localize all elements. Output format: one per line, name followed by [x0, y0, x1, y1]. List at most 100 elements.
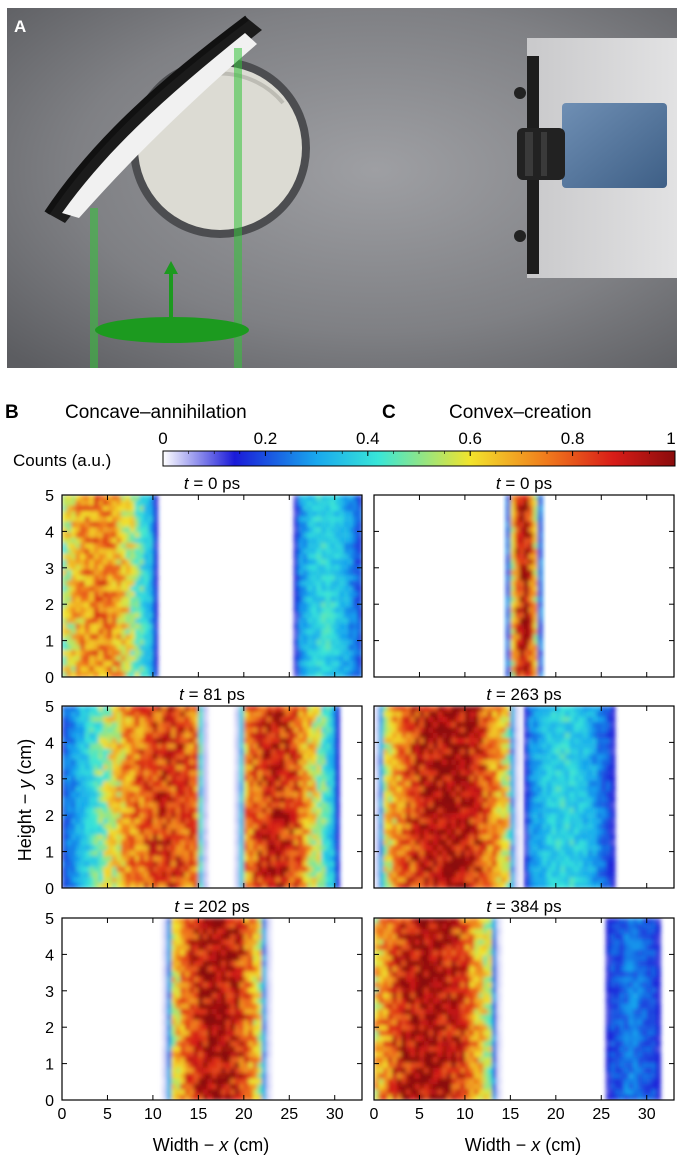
heatmap-cell	[460, 780, 466, 787]
heatmap-cell	[89, 775, 95, 782]
heatmap-cell	[528, 711, 534, 718]
heatmap-cell	[84, 532, 90, 539]
heatmap-cell	[143, 569, 149, 576]
heatmap-cell	[533, 511, 539, 518]
heatmap-cell	[80, 559, 86, 566]
heatmap-cell	[542, 786, 548, 793]
heatmap-cell	[80, 634, 86, 641]
heatmap-cell	[505, 569, 511, 576]
heatmap-cell	[325, 775, 331, 782]
heatmap-cell	[166, 727, 172, 734]
heatmap-cell	[175, 797, 181, 803]
heatmap-cell	[189, 754, 195, 761]
heatmap-cell	[307, 569, 313, 576]
heatmap-cell	[316, 748, 322, 755]
heatmap-cell	[180, 764, 186, 771]
heatmap-cell	[321, 738, 327, 745]
heatmap-cell	[289, 877, 295, 884]
heatmap-cell	[352, 602, 359, 609]
heatmap-cell	[325, 639, 331, 646]
heatmap-cell	[148, 650, 154, 657]
heatmap-cell	[537, 532, 543, 539]
heatmap-cell	[583, 813, 589, 820]
heatmap-cell	[198, 764, 204, 771]
heatmap-cell	[312, 543, 318, 550]
heatmap-cell	[298, 748, 304, 755]
heatmap-cell	[510, 618, 516, 625]
heatmap-cell	[334, 764, 340, 771]
heatmap-cell	[330, 871, 336, 878]
heatmap-cell	[125, 877, 131, 884]
heatmap-cell	[112, 580, 118, 587]
heatmap-cell	[437, 754, 443, 761]
heatmap-cell	[130, 586, 136, 592]
heatmap-cell	[312, 553, 318, 560]
heatmap-cell	[162, 722, 168, 729]
heatmap-cell	[248, 823, 254, 830]
heatmap-cell	[307, 823, 313, 830]
heatmap-cell	[428, 738, 434, 745]
heatmap-cell	[93, 607, 99, 614]
heatmap-cell	[569, 711, 575, 718]
heatmap-cell	[107, 770, 113, 777]
heatmap-cell	[483, 818, 489, 825]
heatmap-cell	[107, 548, 113, 555]
heatmap-cell	[446, 754, 452, 761]
heatmap-cell	[148, 586, 154, 592]
heatmap-cell	[280, 829, 286, 836]
heatmap-cell	[152, 706, 159, 712]
heatmap-cell	[410, 711, 416, 718]
heatmap-cell	[574, 748, 580, 755]
heatmap-cell	[569, 807, 575, 814]
heatmap-cell	[374, 738, 380, 745]
heatmap-cell	[316, 855, 322, 862]
heatmap-cell	[524, 495, 530, 501]
heatmap-cell	[596, 797, 602, 803]
heatmap-cell	[75, 548, 81, 555]
heatmap-cell	[298, 521, 304, 528]
heatmap-cell	[401, 850, 407, 857]
heatmap-cell	[330, 612, 336, 619]
heatmap-cell	[243, 882, 249, 888]
heatmap-cell	[134, 634, 140, 641]
heatmap-cell	[357, 586, 362, 592]
heatmap-cell	[80, 855, 86, 862]
heatmap-cell	[510, 759, 516, 766]
heatmap-cell	[492, 759, 498, 766]
heatmap-cell	[334, 559, 340, 566]
heatmap-cell	[302, 791, 309, 798]
heatmap-cell	[252, 738, 259, 745]
heatmap-cell	[66, 727, 72, 734]
heatmap-cell	[71, 569, 77, 576]
heatmap-cell	[125, 623, 131, 630]
heatmap-cell	[239, 775, 245, 782]
heatmap-cell	[405, 829, 411, 836]
heatmap-cell	[330, 500, 336, 507]
heatmap-cell	[442, 807, 448, 814]
heatmap-cell	[478, 807, 484, 814]
heatmap-cell	[98, 569, 104, 576]
heatmap-cell	[125, 559, 131, 566]
heatmap-cell	[171, 727, 177, 734]
heatmap-cell	[284, 786, 290, 793]
heatmap-cell	[89, 548, 95, 555]
heatmap-cell	[583, 770, 589, 777]
heatmap-cell	[321, 618, 327, 625]
heatmap-cell	[528, 850, 534, 857]
heatmap-cell	[325, 807, 331, 814]
heatmap-cell	[528, 623, 534, 630]
heatmap-cell	[312, 505, 318, 512]
heatmap-cell	[405, 802, 411, 809]
heatmap-cell	[334, 722, 340, 729]
heatmap-cell	[596, 738, 602, 745]
heatmap-cell	[271, 759, 277, 766]
heatmap-cell	[143, 754, 149, 761]
heatmap-cell	[387, 802, 393, 809]
heatmap-cell	[483, 791, 489, 798]
heatmap-cell	[93, 807, 99, 814]
heatmap-cell	[130, 738, 136, 745]
heatmap-cell	[387, 722, 393, 729]
heatmap-cell	[102, 548, 109, 555]
heatmap-cell	[560, 759, 566, 766]
heatmap-cell	[280, 743, 286, 750]
